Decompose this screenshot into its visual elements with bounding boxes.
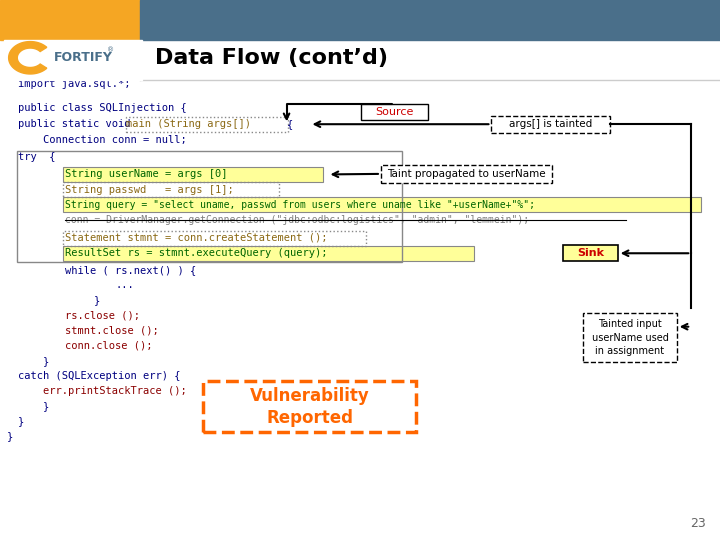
FancyBboxPatch shape [491,116,611,133]
Text: String userName = args [0]: String userName = args [0] [65,170,228,179]
Text: Tainted input
userName used
in assignment: Tainted input userName used in assignmen… [592,319,668,356]
Text: }: } [7,431,14,441]
Text: conn.close ();: conn.close (); [65,341,153,350]
Text: Sink: Sink [577,248,604,258]
Text: {: { [287,119,293,129]
FancyBboxPatch shape [583,313,677,362]
Text: }: } [94,295,100,305]
Text: String query = "select uname, passwd from users where uname like "+userName+"%";: String query = "select uname, passwd fro… [65,200,535,210]
FancyBboxPatch shape [63,246,474,261]
FancyBboxPatch shape [381,165,552,183]
Text: }: } [43,401,50,411]
Bar [0,0,140,40]
Bar [4,40,142,80]
Text: public class SQLInjection {: public class SQLInjection { [18,103,186,113]
Text: FORTIFY: FORTIFY [54,51,113,64]
Text: rs.close ();: rs.close (); [65,310,140,320]
Text: main (String args[]): main (String args[]) [126,119,251,129]
Polygon shape [9,42,47,74]
Text: ...: ... [115,280,134,290]
FancyBboxPatch shape [203,381,416,432]
Text: catch (SQLException err) {: catch (SQLException err) { [18,371,181,381]
Text: stmnt.close ();: stmnt.close (); [65,326,158,335]
Text: while ( rs.next() ) {: while ( rs.next() ) { [65,265,196,275]
Text: try  {: try { [18,152,55,161]
Bar [140,0,720,40]
Text: conn = DriverManager.getConnection ("jdbc:odbc:logistics", "admin", "lemmein");: conn = DriverManager.getConnection ("jdb… [65,215,529,225]
Text: 23: 23 [690,517,706,530]
FancyBboxPatch shape [563,245,618,261]
Text: Source: Source [375,107,414,117]
Text: args[] is tainted: args[] is tainted [509,119,593,129]
Text: Statement stmnt = conn.createStatement ();: Statement stmnt = conn.createStatement (… [65,233,328,242]
Text: Taint propagated to userName: Taint propagated to userName [387,169,546,179]
Text: }: } [18,416,24,426]
Text: Connection conn = null;: Connection conn = null; [43,136,187,145]
FancyBboxPatch shape [63,167,323,182]
Text: }: } [43,356,50,366]
Text: err.printStackTrace ();: err.printStackTrace (); [43,386,187,396]
FancyBboxPatch shape [361,104,428,120]
Text: ®: ® [107,48,114,54]
Text: Data Flow (cont’d): Data Flow (cont’d) [155,48,388,68]
Text: ResultSet rs = stmnt.executeQuery (query);: ResultSet rs = stmnt.executeQuery (query… [65,248,328,258]
FancyBboxPatch shape [63,197,701,212]
Text: Vulnerability
Reported: Vulnerability Reported [250,387,369,427]
Text: import java.sql.*;: import java.sql.*; [18,79,130,89]
Text: public static void: public static void [18,119,130,129]
Text: String passwd   = args [1];: String passwd = args [1]; [65,185,233,194]
